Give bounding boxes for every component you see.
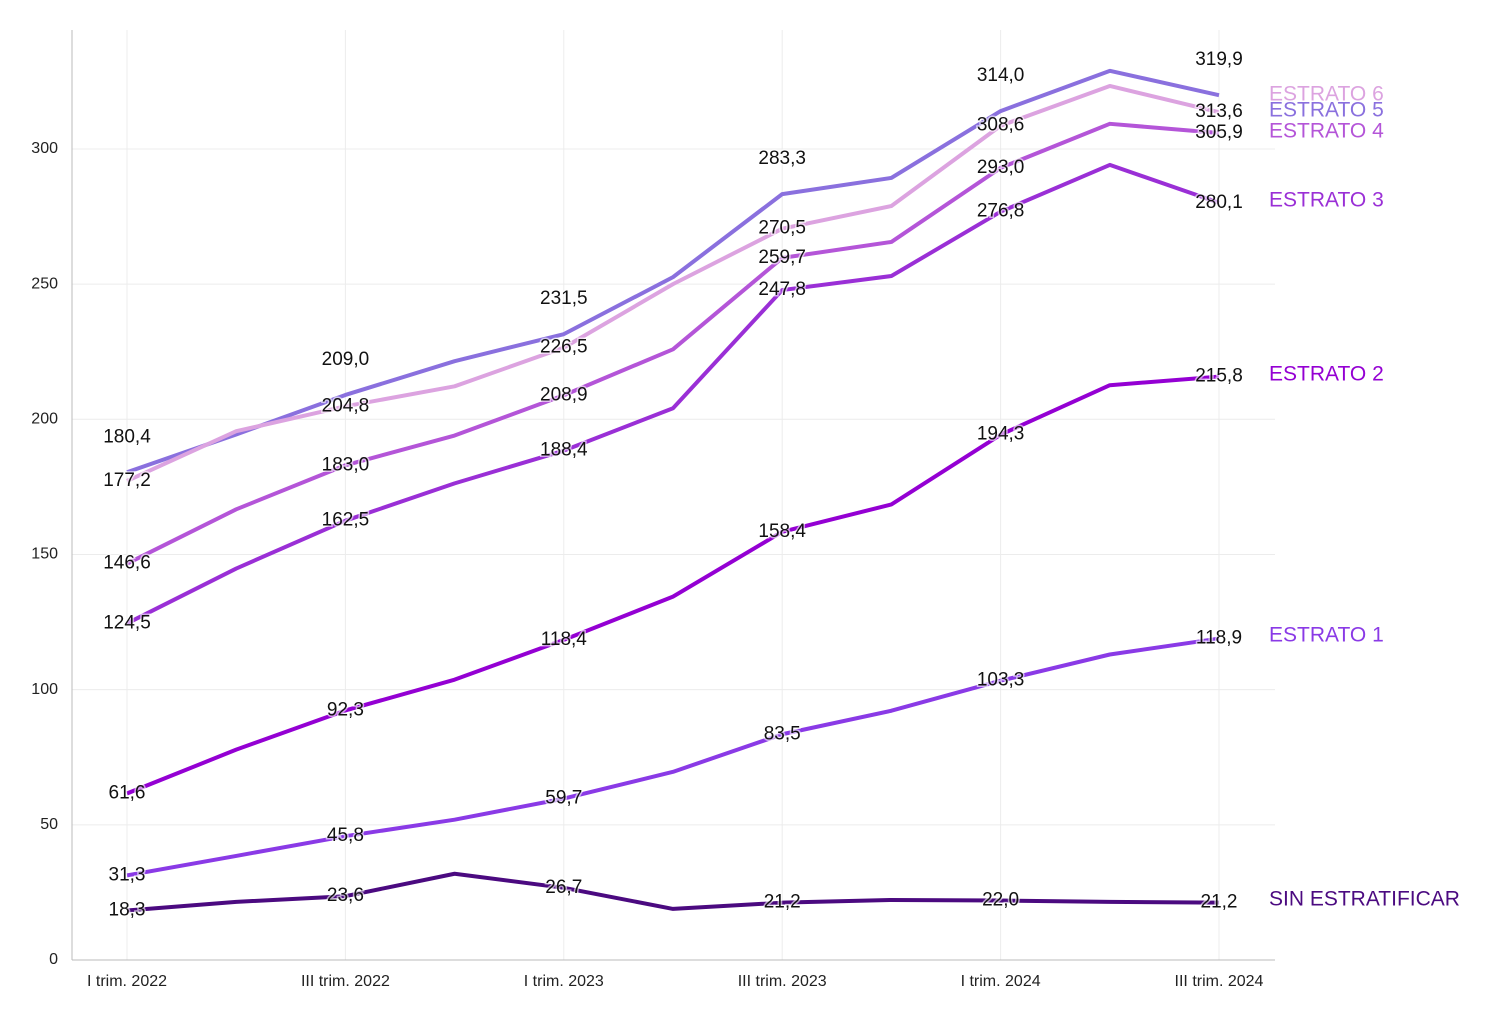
- data-label: 188,4: [540, 440, 588, 461]
- data-label: 21,2: [1201, 892, 1238, 913]
- data-label: 118,4: [541, 629, 588, 650]
- data-label: 209,0: [322, 349, 370, 370]
- series-name: ESTRATO 5: [1269, 99, 1384, 122]
- x-tick-label: I trim. 2022: [87, 973, 167, 990]
- data-label: 305,9: [1195, 122, 1243, 143]
- series-name: ESTRATO 2: [1269, 363, 1384, 386]
- data-label: 180,4: [103, 426, 151, 447]
- y-tick-label: 250: [31, 275, 58, 292]
- series-line: [126, 374, 1220, 796]
- data-label: 293,0: [977, 157, 1025, 178]
- data-label: 83,5: [764, 723, 801, 744]
- data-label: 204,8: [322, 395, 370, 416]
- data-label: 124,5: [103, 612, 151, 633]
- series-name: ESTRATO 6: [1269, 83, 1384, 106]
- series-line: [126, 83, 1220, 483]
- x-tick-label: III trim. 2022: [301, 973, 390, 990]
- data-label: 61,6: [109, 782, 146, 803]
- data-label: 231,5: [540, 288, 588, 309]
- data-label: 208,9: [540, 384, 588, 405]
- y-tick-label: 150: [31, 546, 58, 563]
- series-name: ESTRATO 1: [1269, 624, 1384, 647]
- data-label: 22,0: [982, 890, 1019, 911]
- data-label: 92,3: [327, 699, 364, 720]
- data-label: 308,6: [977, 115, 1025, 136]
- x-tick-label: I trim. 2024: [961, 973, 1041, 990]
- data-label: 21,2: [764, 892, 801, 913]
- data-label: 31,3: [109, 864, 146, 885]
- data-label: 26,7: [545, 877, 582, 898]
- data-label: 118,9: [1196, 628, 1242, 649]
- data-label: 283,3: [758, 148, 806, 169]
- series-name: ESTRATO 4: [1269, 120, 1384, 143]
- data-label: 162,5: [322, 510, 370, 531]
- data-label: 23,6: [327, 885, 364, 906]
- y-tick-label: 50: [40, 816, 58, 833]
- data-label: 276,8: [977, 201, 1025, 222]
- series-name: SIN ESTRATIFICAR: [1269, 888, 1460, 911]
- data-label: 259,7: [758, 247, 806, 268]
- data-label: 247,8: [758, 279, 806, 300]
- data-label: 314,0: [977, 65, 1025, 86]
- data-label: 158,4: [758, 521, 806, 542]
- data-label: 270,5: [758, 218, 806, 239]
- series-line: [126, 162, 1220, 626]
- data-label: 177,2: [103, 470, 151, 491]
- x-tick-label: III trim. 2023: [738, 973, 827, 990]
- data-label: 103,3: [977, 670, 1025, 691]
- y-tick-label: 300: [31, 140, 58, 157]
- data-label: 146,6: [103, 553, 151, 574]
- y-tick-label: 100: [31, 681, 58, 698]
- series-line: [126, 121, 1220, 566]
- series-line: [126, 636, 1220, 878]
- y-tick-label: 200: [31, 411, 58, 428]
- x-tick-label: I trim. 2023: [524, 973, 604, 990]
- data-label: 194,3: [977, 424, 1025, 445]
- data-label: 215,8: [1195, 366, 1243, 387]
- data-label: 226,5: [540, 337, 588, 358]
- data-label: 183,0: [322, 454, 370, 475]
- series-line: [126, 68, 1220, 475]
- data-label: 18,3: [109, 900, 146, 921]
- x-tick-label: III trim. 2024: [1175, 973, 1264, 990]
- series-name: ESTRATO 3: [1269, 189, 1384, 212]
- data-label: 280,1: [1195, 192, 1243, 213]
- series-line: [126, 871, 1220, 913]
- data-label: 59,7: [545, 788, 582, 809]
- data-label: 45,8: [327, 825, 364, 846]
- y-tick-label: 0: [49, 951, 58, 968]
- data-label: 319,9: [1195, 49, 1243, 70]
- data-label: 313,6: [1195, 101, 1243, 122]
